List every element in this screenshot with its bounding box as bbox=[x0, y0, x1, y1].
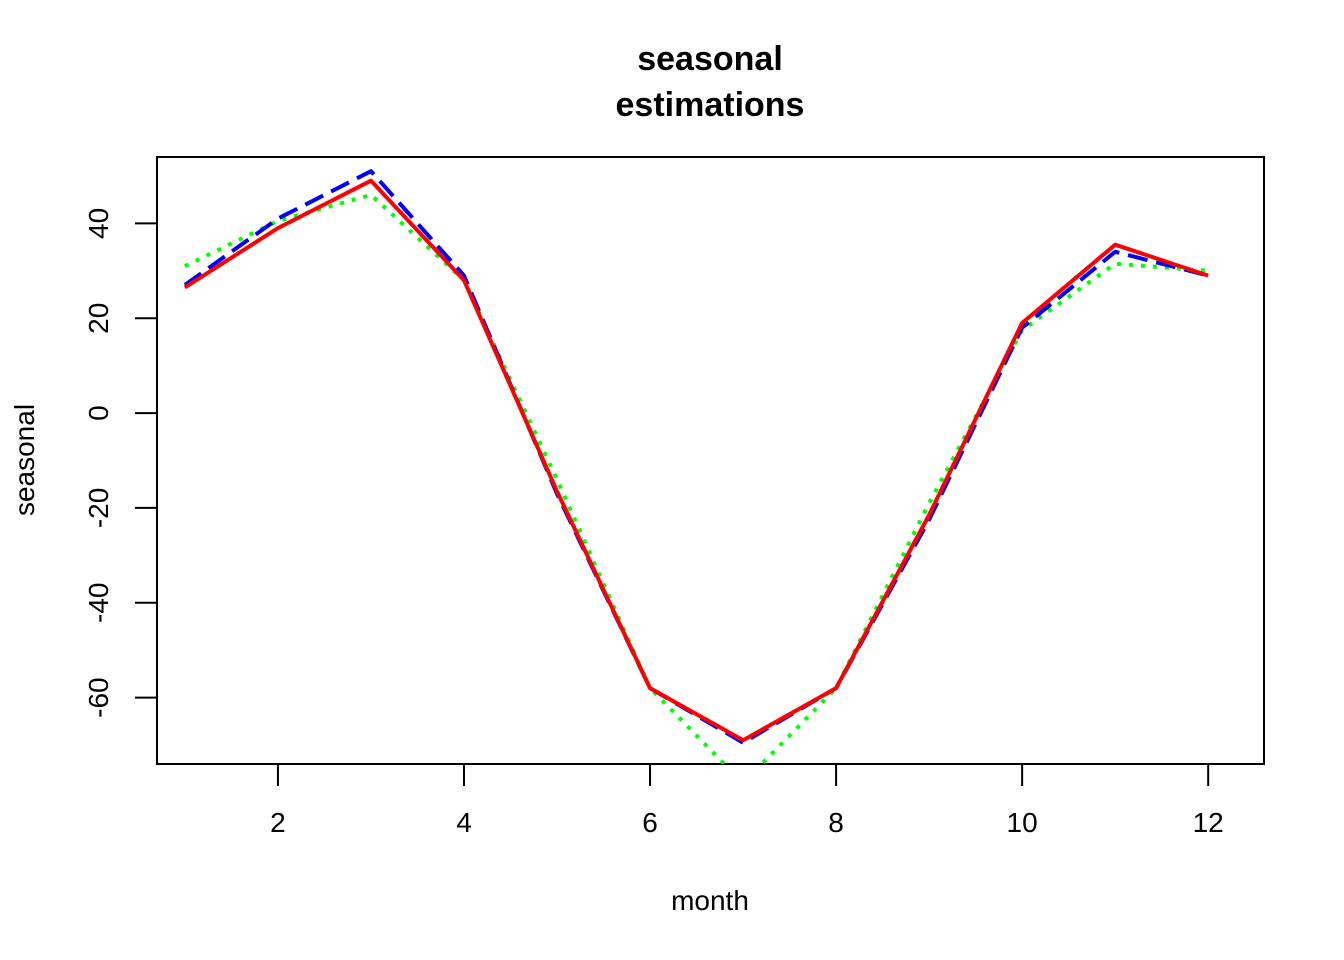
y-tick-label: 40 bbox=[83, 208, 114, 239]
plot-frame bbox=[156, 156, 1265, 765]
y-tick-label: -40 bbox=[83, 583, 114, 623]
x-tick-label: 8 bbox=[828, 807, 844, 838]
x-tick-label: 12 bbox=[1193, 807, 1224, 838]
chart-title-line-2: estimations bbox=[616, 86, 805, 124]
x-tick-label: 6 bbox=[642, 807, 658, 838]
y-axis-label: seasonal bbox=[9, 404, 40, 516]
y-tick-label: -60 bbox=[83, 677, 114, 717]
y-axis: -60 -40 -20 0 20 40 bbox=[83, 208, 158, 718]
series-layer bbox=[183, 169, 1209, 764]
series-line-solid bbox=[183, 178, 1209, 743]
chart-title-line-1: seasonal bbox=[637, 40, 783, 78]
y-tick-label: 0 bbox=[83, 405, 114, 421]
series-line-dotted bbox=[184, 192, 1209, 764]
y-tick-label: 20 bbox=[83, 303, 114, 334]
x-tick-label: 10 bbox=[1007, 807, 1038, 838]
x-tick-label: 4 bbox=[456, 807, 472, 838]
series-line-dashed bbox=[183, 169, 1209, 745]
y-tick-label: -20 bbox=[83, 488, 114, 528]
x-tick-label: 2 bbox=[270, 807, 286, 838]
x-axis-label: month bbox=[671, 885, 749, 916]
x-axis: 2 4 6 8 10 12 bbox=[270, 763, 1224, 838]
